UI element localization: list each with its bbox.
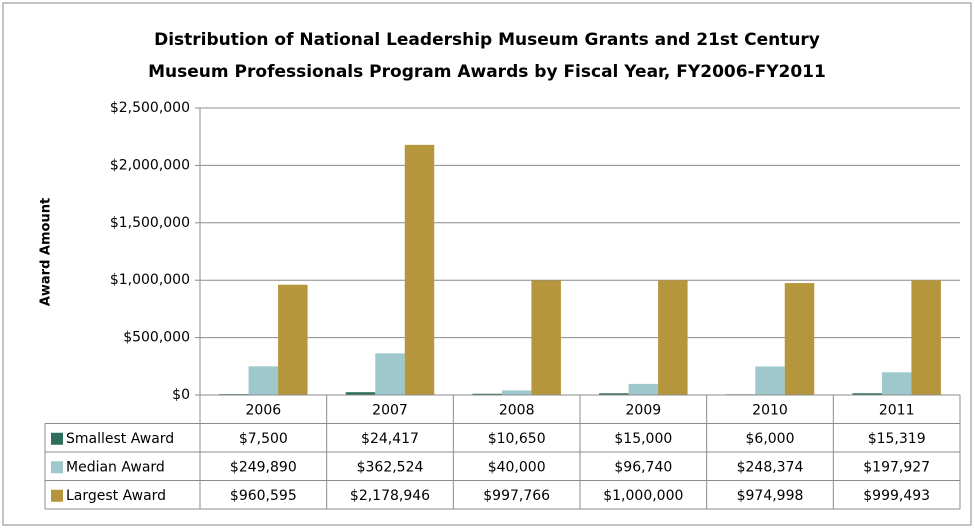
table-value: $248,374 xyxy=(737,459,804,475)
legend-swatch xyxy=(51,461,63,474)
y-tick-label: $2,500,000 xyxy=(110,100,190,116)
table-value: $1,000,000 xyxy=(603,488,683,504)
bar xyxy=(278,284,308,395)
legend-label: Median Award xyxy=(66,459,165,475)
legend-label: Largest Award xyxy=(66,488,166,504)
bar xyxy=(248,366,279,395)
y-tick-label: $2,000,000 xyxy=(110,157,190,173)
bar xyxy=(784,283,815,395)
bar xyxy=(628,383,659,395)
bar xyxy=(658,280,688,395)
table-value: $197,927 xyxy=(863,459,930,475)
bar xyxy=(404,144,435,395)
table-value: $960,595 xyxy=(230,488,297,504)
bar xyxy=(375,353,405,395)
y-tick-label: $1,000,000 xyxy=(110,272,190,288)
legend-label: Smallest Award xyxy=(66,431,174,447)
x-tick-label: 2007 xyxy=(372,402,408,418)
legend-swatch xyxy=(51,432,63,445)
table-value: $10,650 xyxy=(488,431,546,447)
bar xyxy=(599,393,629,395)
bar xyxy=(755,366,785,395)
bar xyxy=(472,393,502,395)
table-value: $6,000 xyxy=(746,431,795,447)
bar xyxy=(345,392,376,395)
table-value: $15,319 xyxy=(868,431,926,447)
table-value: $362,524 xyxy=(357,459,424,475)
table-value: $974,998 xyxy=(737,488,804,504)
table-value: $7,500 xyxy=(239,431,288,447)
bar xyxy=(911,280,941,395)
x-tick-label: 2010 xyxy=(752,402,788,418)
x-tick-label: 2011 xyxy=(879,402,915,418)
y-axis-title: Award Amount xyxy=(39,198,54,306)
bar xyxy=(881,372,912,395)
y-tick-label: $0 xyxy=(172,387,190,403)
x-tick-label: 2008 xyxy=(499,402,535,418)
x-tick-label: 2006 xyxy=(246,402,282,418)
y-tick-label: $1,500,000 xyxy=(110,215,190,231)
bar xyxy=(501,390,532,395)
table-value: $40,000 xyxy=(488,459,546,475)
y-tick-label: $500,000 xyxy=(123,330,190,346)
x-tick-label: 2009 xyxy=(626,402,662,418)
bar xyxy=(852,393,882,395)
legend-swatch xyxy=(51,489,63,502)
table-value: $249,890 xyxy=(230,459,297,475)
table-value: $999,493 xyxy=(863,488,930,504)
chart-title: Museum Professionals Program Awards by F… xyxy=(148,62,826,82)
table-value: $2,178,946 xyxy=(350,488,430,504)
table-value: $24,417 xyxy=(361,431,419,447)
bar xyxy=(531,280,561,395)
table-value: $997,766 xyxy=(483,488,550,504)
table-value: $15,000 xyxy=(614,431,672,447)
chart-title: Distribution of National Leadership Muse… xyxy=(154,30,820,50)
table-value: $96,740 xyxy=(614,459,672,475)
